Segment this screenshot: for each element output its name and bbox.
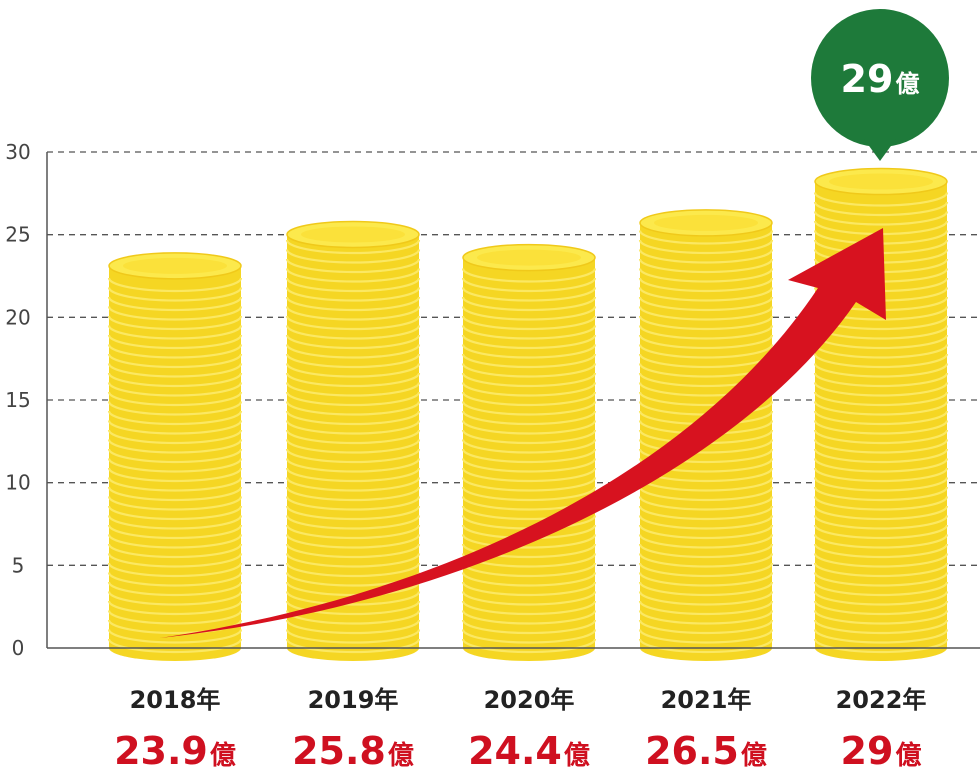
bubble-circle xyxy=(811,9,949,147)
y-axis-ticks: 0 5 10 15 20 25 30 xyxy=(5,140,30,660)
y-tick-label: 20 xyxy=(5,305,30,329)
data-label-number: 26.5 xyxy=(645,729,739,773)
y-tick-label: 10 xyxy=(5,471,30,495)
data-label: 26.5億 xyxy=(645,729,767,773)
coin-stack xyxy=(107,252,243,661)
coin-stacks xyxy=(107,167,949,661)
x-tick-label: 2018年 xyxy=(130,686,221,714)
data-label: 23.9億 xyxy=(114,729,236,773)
y-tick-label: 25 xyxy=(5,223,30,247)
data-label-number: 23.9 xyxy=(114,729,208,773)
data-label-unit: 億 xyxy=(388,741,414,771)
coin-stack xyxy=(461,243,597,661)
data-label-unit: 億 xyxy=(564,741,590,771)
y-tick-label: 5 xyxy=(12,553,25,577)
bubble-unit: 億 xyxy=(895,70,919,98)
y-tick-label: 15 xyxy=(5,388,30,412)
bubble-number: 29 xyxy=(841,57,894,101)
bar xyxy=(287,234,419,648)
highlight-bubble: 29億 xyxy=(811,9,949,161)
y-tick-label: 30 xyxy=(5,140,30,164)
x-tick-label: 2020年 xyxy=(484,686,575,714)
data-label-unit: 億 xyxy=(210,741,236,771)
data-label-unit: 億 xyxy=(895,741,921,771)
coin-stack xyxy=(638,209,774,661)
coin-stack xyxy=(285,220,421,661)
y-tick-label: 0 xyxy=(12,636,25,660)
data-label: 24.4億 xyxy=(468,729,590,773)
x-tick-label: 2022年 xyxy=(836,686,927,714)
data-label-unit: 億 xyxy=(741,741,767,771)
data-label-number: 29 xyxy=(841,729,894,773)
category-labels: 2018年23.9億2019年25.8億2020年24.4億2021年26.5億… xyxy=(114,686,926,773)
data-label-number: 24.4 xyxy=(468,729,562,773)
x-tick-label: 2021年 xyxy=(661,686,752,714)
data-label: 29億 xyxy=(841,729,922,773)
x-tick-label: 2019年 xyxy=(308,686,399,714)
bubble-label: 29億 xyxy=(841,57,920,101)
data-label-number: 25.8 xyxy=(292,729,386,773)
growth-arrow xyxy=(160,228,886,638)
bubble-tail xyxy=(864,139,896,161)
data-label: 25.8億 xyxy=(292,729,414,773)
